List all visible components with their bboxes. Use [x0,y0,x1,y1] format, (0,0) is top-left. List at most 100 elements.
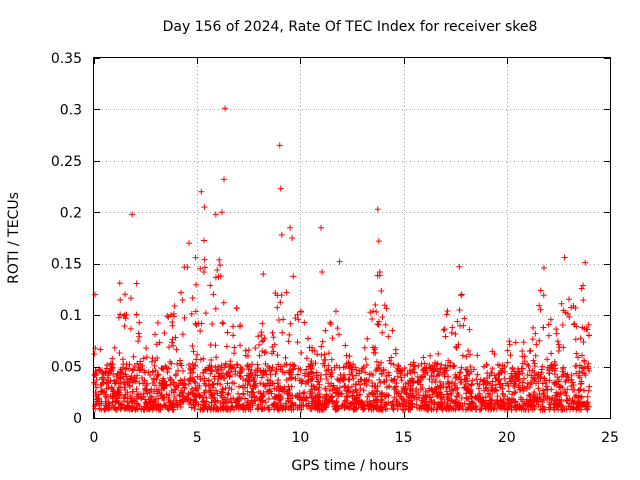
data-point [376,268,383,275]
data-point [555,341,562,348]
data-point [501,392,508,399]
data-point [435,389,442,396]
data-point [197,265,204,272]
data-point [328,366,335,373]
data-point [319,338,326,345]
data-point [461,376,468,383]
data-point [98,400,105,407]
data-point [528,372,535,379]
data-point [239,404,246,411]
data-point [525,362,532,369]
data-point [360,364,367,371]
data-point [573,394,580,401]
data-point [400,400,407,407]
data-point [238,367,245,374]
data-point [558,300,565,307]
data-point [187,375,194,382]
data-point [294,311,301,318]
data-point [287,224,294,231]
data-point [121,322,128,329]
data-point [259,320,266,327]
data-point [377,399,384,406]
data-point [153,376,160,383]
data-point [116,384,123,391]
data-point [259,398,266,405]
data-point [268,367,275,374]
data-point [285,398,292,405]
data-point [215,273,222,280]
data-point [449,379,456,386]
data-point [136,333,143,340]
data-point [221,375,228,382]
data-point [140,390,147,397]
data-point [189,385,196,392]
data-point [580,282,587,289]
data-point [532,330,539,337]
data-point [177,377,184,384]
data-point [274,352,281,359]
data-point [549,394,556,401]
data-point [156,389,163,396]
data-point [105,369,112,376]
data-point [390,361,397,368]
data-point [244,363,251,370]
data-point [187,396,194,403]
data-point [504,395,511,402]
data-point [209,381,216,388]
data-point [112,399,119,406]
data-point [327,319,334,326]
data-point [321,351,328,358]
data-point [213,387,220,394]
data-point [345,384,352,391]
data-point [112,379,119,386]
data-point [316,381,323,388]
data-point [91,351,98,358]
data-point [374,272,381,279]
data-point [305,363,312,370]
y-tick-label: 0.05 [51,360,82,376]
data-point [563,398,570,405]
data-point [524,380,531,387]
data-point [172,372,179,379]
data-point [335,331,342,338]
data-point [321,362,328,369]
data-point [372,302,379,309]
data-point [576,387,583,394]
data-point [396,368,403,375]
data-point [142,385,149,392]
data-point [310,370,317,377]
data-point [226,373,233,380]
data-point [371,383,378,390]
data-point [537,374,544,381]
data-point [540,324,547,331]
data-point [180,396,187,403]
data-point [559,384,566,391]
data-point [273,368,280,375]
data-point [467,363,474,370]
data-point [141,377,148,384]
data-point [97,346,104,353]
data-point [260,271,267,277]
data-point [523,385,530,392]
data-point [185,362,192,369]
data-point [537,306,544,313]
data-point [553,330,560,337]
data-point [329,398,336,405]
data-point [283,289,290,296]
data-point [239,384,246,391]
data-point [421,365,428,372]
data-point [260,337,267,344]
data-point [276,142,283,149]
data-point [576,368,583,375]
data-point [259,394,266,401]
data-point [123,365,130,372]
data-point [563,392,570,399]
data-point [369,379,376,386]
data-point [192,254,199,261]
data-point [349,372,356,379]
data-point [283,376,290,383]
data-point [272,371,279,378]
data-point [461,384,468,391]
data-point [231,344,238,351]
data-point [213,405,220,412]
